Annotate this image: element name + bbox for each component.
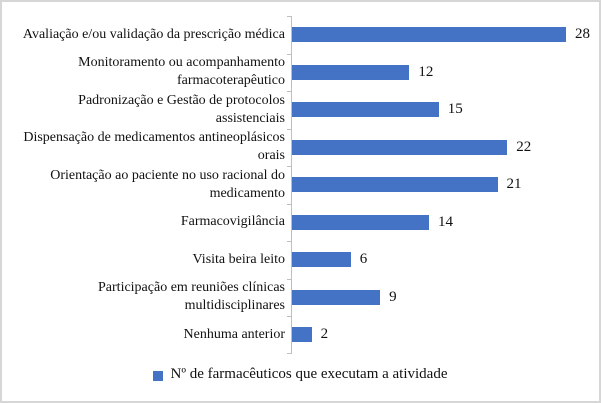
axis-tick	[287, 353, 291, 354]
category-label: Avaliação e/ou validação da prescrição m…	[22, 26, 285, 42]
value-label: 6	[359, 251, 368, 268]
category-label: Nenhuma anterior	[183, 326, 285, 342]
axis-tick	[287, 203, 291, 205]
bar	[292, 177, 498, 193]
y-axis-line	[291, 16, 292, 354]
plot-area: Avaliação e/ou validação da prescrição m…	[2, 16, 599, 354]
bar	[292, 327, 312, 343]
chart-row: Padronização e Gestão de protocolos assi…	[2, 91, 599, 129]
category-label: Monitoramento ou acompanhamento farmacot…	[78, 55, 285, 89]
chart-row: Orientação ao paciente no uso racional d…	[2, 166, 599, 204]
bar	[292, 139, 508, 155]
bar	[292, 102, 439, 118]
chart-row: Farmacovigilância 14	[2, 204, 599, 242]
axis-tick	[287, 53, 291, 55]
category-label: Farmacovigilância	[180, 214, 285, 230]
legend-marker	[153, 370, 164, 381]
category-label: Orientação ao paciente no uso racional d…	[50, 167, 285, 201]
bar	[292, 27, 566, 43]
legend-label: Nº de farmacêuticos que executam a ativi…	[170, 366, 448, 382]
bar	[292, 214, 429, 230]
chart-row: Monitoramento ou acompanhamento farmacot…	[2, 54, 599, 92]
value-label: 14	[438, 213, 453, 230]
chart-row: Visita beira leito 6	[2, 241, 599, 279]
value-label: 9	[389, 288, 397, 305]
value-label: 22	[516, 138, 532, 155]
value-label: 12	[418, 63, 434, 80]
category-label: Visita beira leito	[192, 251, 285, 267]
axis-tick	[287, 91, 291, 92]
category-label: Dispensação de medicamentos antineoplási…	[23, 130, 285, 164]
chart-row: Dispensação de medicamentos antineoplási…	[2, 129, 599, 167]
value-label: 28	[575, 26, 590, 43]
axis-tick	[287, 316, 291, 317]
bar	[292, 252, 351, 268]
chart-row: Participação em reuniões clínicas multid…	[2, 279, 599, 317]
axis-tick	[287, 278, 291, 280]
value-label: 15	[447, 101, 463, 118]
value-label: 2	[320, 326, 329, 343]
category-label: Padronização e Gestão de protocolos assi…	[78, 92, 285, 126]
axis-tick	[287, 128, 291, 130]
category-label: Participação em reuniões clínicas multid…	[98, 280, 285, 314]
bar	[292, 64, 410, 80]
bar	[292, 289, 381, 305]
axis-tick	[287, 166, 291, 167]
axis-tick	[287, 241, 291, 242]
chart-row: Nenhuma anterior 2	[2, 316, 599, 354]
legend: Nº de farmacêuticos que executam a ativi…	[2, 366, 599, 383]
axis-tick	[287, 16, 291, 17]
value-label: 21	[506, 176, 522, 193]
chart-rows: Avaliação e/ou validação da prescrição m…	[2, 16, 599, 354]
chart-row: Avaliação e/ou validação da prescrição m…	[2, 16, 599, 54]
